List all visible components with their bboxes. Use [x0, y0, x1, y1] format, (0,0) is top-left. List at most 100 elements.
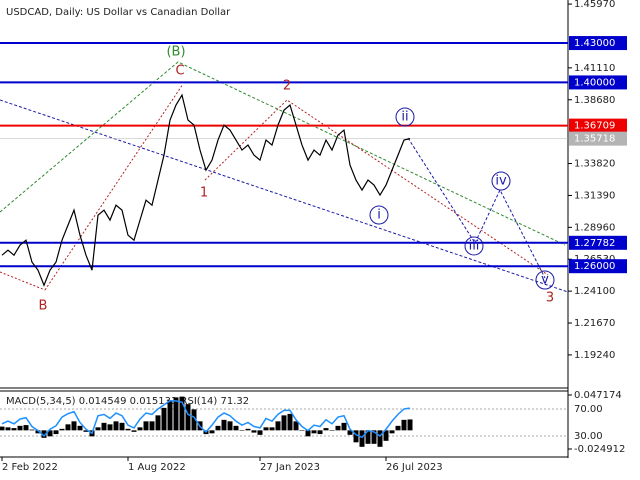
- macd-bar: [83, 430, 89, 432]
- macd-bar: [125, 428, 131, 431]
- wave-label: C: [175, 64, 184, 79]
- macd-bar: [293, 421, 299, 431]
- macd-bar: [377, 430, 383, 447]
- y-tick-label: 0.047174: [574, 390, 622, 401]
- y-tick-label: 1.24100: [574, 286, 615, 297]
- macd-bar: [329, 430, 335, 431]
- trend-line: [44, 83, 184, 291]
- macd-bar: [0, 426, 5, 431]
- macd-bar: [155, 415, 161, 431]
- indicator-title: MACD(5,34,5) 0.014549 0.015131 RSI(14) 7…: [6, 396, 249, 407]
- wave-circle: [395, 107, 415, 127]
- macd-bar: [245, 428, 251, 431]
- macd-bar: [29, 429, 35, 431]
- macd-bar: [239, 430, 245, 431]
- wave-circle: [535, 270, 555, 290]
- wave-circle: [464, 236, 484, 256]
- macd-bar: [179, 396, 185, 431]
- y-tick-label: 1.41110: [574, 63, 615, 74]
- macd-bar: [191, 409, 197, 431]
- macd-bar: [335, 425, 341, 431]
- macd-bar: [287, 413, 293, 431]
- price-line: [1, 93, 411, 287]
- macd-bar: [299, 430, 305, 431]
- macd-bar: [65, 424, 71, 431]
- y-tick-label: 1.45970: [574, 0, 615, 10]
- y-tick-label: 1.31390: [574, 190, 615, 201]
- wave-label: (B): [166, 45, 185, 60]
- y-tick-label: 1.38680: [574, 95, 615, 106]
- trend-line: [204, 99, 549, 276]
- macd-bar: [305, 430, 311, 437]
- macd-bar: [23, 425, 29, 431]
- macd-bar: [41, 430, 47, 438]
- macd-bar: [17, 425, 23, 431]
- macd-bar: [161, 407, 167, 431]
- level-label-box: [569, 235, 627, 250]
- macd-bar: [131, 430, 137, 432]
- macd-bar: [311, 430, 317, 434]
- wave-label: iv: [495, 174, 507, 189]
- macd-bar: [101, 422, 107, 431]
- wave-circle: [369, 205, 389, 225]
- macd-bar: [11, 428, 17, 431]
- y2-tick-label: 30.00: [574, 431, 603, 442]
- y-tick-label: 1.28960: [574, 222, 615, 233]
- trend-line: [407, 137, 546, 279]
- macd-bar: [173, 397, 179, 431]
- macd-bar: [383, 430, 389, 441]
- macd-bar: [227, 421, 233, 431]
- macd-bar: [251, 430, 257, 433]
- wave-label: B: [39, 299, 48, 314]
- macd-bar: [353, 430, 359, 443]
- macd-bar: [71, 421, 77, 431]
- rsi-line: [1, 400, 411, 439]
- wave-circle: [491, 171, 511, 191]
- y-tick-label: 1.19240: [574, 350, 615, 361]
- macd-bar: [137, 427, 143, 431]
- wave-label: ii: [401, 110, 408, 125]
- x-tick-label: 27 Jan 2023: [260, 462, 320, 473]
- macd-bar: [341, 422, 347, 431]
- macd-bar: [389, 430, 395, 434]
- macd-bar: [221, 419, 227, 431]
- level-label: 1.40000: [574, 77, 615, 88]
- macd-bar: [185, 404, 191, 431]
- macd-bar: [371, 430, 377, 444]
- x-tick-label: 1 Aug 2022: [128, 462, 186, 473]
- level-label-box: [569, 75, 627, 90]
- macd-bar: [281, 415, 287, 431]
- macd-bar: [167, 400, 173, 431]
- macd-bar: [257, 430, 263, 435]
- macd-bar: [59, 428, 65, 431]
- level-label-box: [569, 259, 627, 274]
- macd-bar: [5, 427, 11, 431]
- macd-bar: [323, 428, 329, 431]
- wave-label: 2: [283, 79, 291, 94]
- x-tick-label: 26 Jul 2023: [386, 462, 443, 473]
- macd-bar: [359, 430, 365, 447]
- macd-bar: [47, 430, 53, 437]
- wave-label: 1: [200, 186, 208, 201]
- level-label: 1.27782: [574, 238, 615, 249]
- macd-bar: [77, 425, 83, 431]
- current-price-label: 1.35718: [574, 134, 615, 145]
- x-tick-label: 2 Feb 2022: [2, 462, 58, 473]
- current-price-box: [569, 131, 627, 146]
- macd-bar: [233, 425, 239, 431]
- macd-bar: [269, 427, 275, 431]
- macd-bar: [275, 421, 281, 431]
- macd-bar: [95, 427, 101, 431]
- wave-label: iii: [469, 239, 480, 254]
- trend-lines: [0, 61, 569, 293]
- macd-bar: [113, 421, 119, 431]
- macd-bar: [53, 430, 59, 435]
- macd-bar: [317, 430, 323, 435]
- macd-bar: [143, 421, 149, 431]
- y-tick-label: 1.33820: [574, 159, 615, 170]
- macd-bar: [119, 422, 125, 431]
- macd-bar: [209, 430, 215, 434]
- y-tick-label: -0.024912: [574, 444, 625, 455]
